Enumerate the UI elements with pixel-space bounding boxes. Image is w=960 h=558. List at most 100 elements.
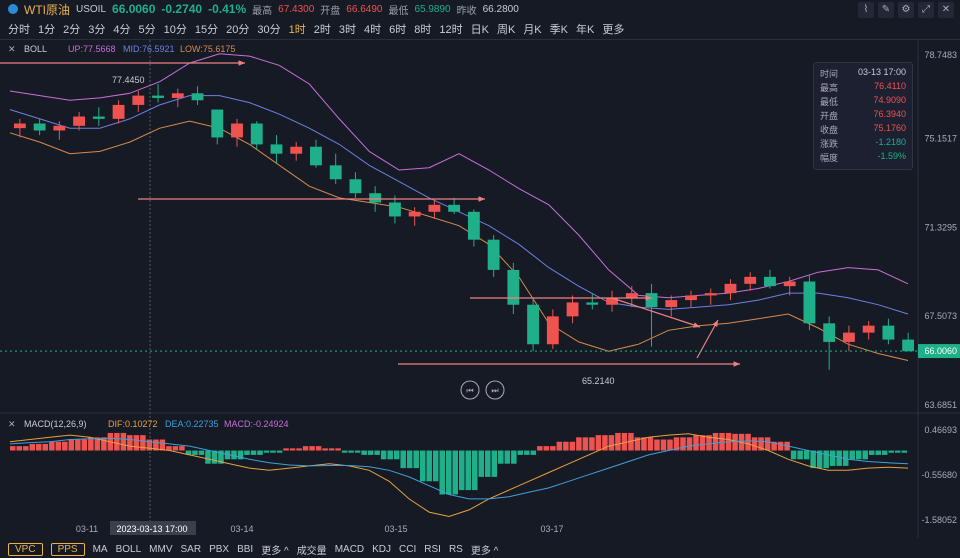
- macd-bar: [361, 450, 367, 455]
- indicator-11[interactable]: RSI: [424, 543, 441, 555]
- timeframe-20[interactable]: 季K: [549, 24, 568, 36]
- macd-bar: [250, 450, 257, 455]
- info-row: 最低 74.9090: [820, 95, 906, 109]
- macd-bar: [829, 450, 836, 466]
- timeframe-13[interactable]: 4时: [364, 24, 382, 36]
- macd-bar: [810, 450, 816, 469]
- indicator-12[interactable]: RS: [448, 543, 463, 555]
- macd-bar: [140, 435, 146, 451]
- macd-bar: [75, 439, 81, 451]
- candle-body: [803, 281, 816, 324]
- instrument-title[interactable]: WTI原油: [24, 2, 70, 17]
- indicator-0[interactable]: MA: [92, 543, 108, 555]
- timeframe-5[interactable]: 5分: [138, 24, 156, 36]
- timeframe-7[interactable]: 15分: [194, 24, 219, 36]
- pps-button[interactable]: PPS: [50, 542, 85, 556]
- trend-arrow-support-head: [733, 361, 740, 367]
- timeframe-12[interactable]: 3时: [338, 24, 356, 36]
- macd-bar: [153, 439, 159, 451]
- macd-bar: [777, 441, 784, 451]
- indicator-9[interactable]: KDJ: [372, 543, 392, 555]
- macd-bar: [315, 446, 322, 451]
- timeframe-8[interactable]: 20分: [226, 24, 250, 36]
- macd-bar: [101, 437, 107, 451]
- timeframe-10[interactable]: 1时: [288, 24, 306, 36]
- macd-bar: [790, 450, 797, 460]
- macd-bar: [270, 450, 276, 453]
- macd-bar: [81, 439, 88, 451]
- timeframe-17[interactable]: 日K: [470, 24, 489, 36]
- macd-bar: [628, 432, 634, 451]
- timeframe-18[interactable]: 周K: [496, 24, 516, 36]
- date-label: 03-14: [230, 524, 253, 534]
- macd-bar: [127, 435, 133, 451]
- timeframe-14[interactable]: 6时: [389, 24, 407, 36]
- fullscreen-icon[interactable]: ⤢: [918, 2, 934, 18]
- macd-bar: [894, 450, 901, 453]
- macd-bar: [485, 450, 491, 477]
- candle-body: [783, 281, 796, 287]
- timeframe-3[interactable]: 3分: [88, 24, 106, 36]
- vpc-button[interactable]: VPC: [8, 542, 43, 556]
- timeframe-22[interactable]: 更多: [602, 24, 625, 36]
- timeframe-2[interactable]: 2分: [63, 24, 81, 36]
- timeframe-9[interactable]: 30分: [257, 24, 281, 36]
- chart-type-icon[interactable]: ⌇: [858, 2, 874, 18]
- timeframe-19[interactable]: 月K: [523, 24, 542, 36]
- macd-bar: [439, 450, 445, 495]
- boll-low: LOW:75.6175: [180, 44, 235, 54]
- candle-body: [862, 325, 875, 333]
- macd-bar: [36, 443, 42, 451]
- indicator-8[interactable]: MACD: [334, 543, 365, 555]
- macd-bar: [335, 448, 341, 451]
- timeframe-15[interactable]: 8时: [414, 24, 432, 36]
- open-value: 66.6490: [346, 3, 383, 15]
- candle-body: [724, 283, 737, 294]
- macd-bar: [511, 450, 517, 464]
- macd-name: MACD(12,26,9): [24, 419, 87, 429]
- timeframe-4[interactable]: 4分: [113, 24, 131, 36]
- price-chart[interactable]: BOLL UP:77.5668 MID:76.5921 LOW:75.6175 ✕ 77.…: [0, 0, 960, 540]
- instrument-symbol[interactable]: USOIL: [76, 3, 107, 15]
- timeframe-6[interactable]: 10分: [163, 24, 187, 36]
- candle-body: [408, 211, 421, 217]
- indicator-1[interactable]: BOLL: [115, 543, 142, 555]
- info-key: 时间: [820, 69, 839, 79]
- timeframe-16[interactable]: 12时: [439, 24, 463, 36]
- close-icon[interactable]: ✕: [938, 2, 954, 18]
- candle-body: [270, 144, 283, 154]
- macd-bar: [328, 448, 335, 451]
- boll-mid: MID:76.5921: [123, 44, 175, 54]
- ohlc-info-box: 时间 03-13 17:00 最高 76.4110 最低 74.9090 开盘 76.3940…: [813, 62, 913, 170]
- prev-close-label: 昨收: [456, 5, 477, 17]
- macd-bar: [771, 441, 777, 451]
- timeframe-11[interactable]: 2时: [313, 24, 331, 36]
- indicator-5[interactable]: BBI: [237, 543, 254, 555]
- timeframe-0[interactable]: 分时: [8, 24, 30, 36]
- timeframe-1[interactable]: 1分: [38, 24, 56, 36]
- timeframe-21[interactable]: 年K: [576, 24, 595, 36]
- indicator-10[interactable]: CCI: [399, 543, 417, 555]
- info-value: 03-13 17:00: [857, 67, 906, 77]
- macd-bar: [296, 448, 302, 451]
- macd-axis-label: 0.46693: [924, 425, 957, 435]
- candle-body: [823, 323, 836, 342]
- settings-icon[interactable]: ⚙: [898, 2, 914, 18]
- info-row: 最高 76.4110: [820, 81, 906, 95]
- indicator-7[interactable]: 成交量: [296, 545, 327, 557]
- info-key: 最低: [820, 97, 839, 107]
- indicator-4[interactable]: PBX: [209, 543, 230, 555]
- indicator-3[interactable]: SAR: [180, 543, 202, 555]
- indicator-2[interactable]: MMV: [149, 543, 173, 555]
- macd-bar: [530, 450, 537, 455]
- macd-bar: [406, 450, 413, 469]
- candle-body: [842, 332, 855, 342]
- macd-bar: [595, 435, 602, 451]
- draw-icon[interactable]: ✎: [878, 2, 894, 18]
- last-price: 66.0060: [112, 2, 156, 16]
- indicator-13[interactable]: 更多 ^: [470, 545, 499, 557]
- info-key: 最高: [820, 83, 839, 93]
- info-value: 74.9090: [873, 95, 906, 105]
- macd-bar: [803, 450, 810, 460]
- indicator-6[interactable]: 更多 ^: [261, 545, 289, 557]
